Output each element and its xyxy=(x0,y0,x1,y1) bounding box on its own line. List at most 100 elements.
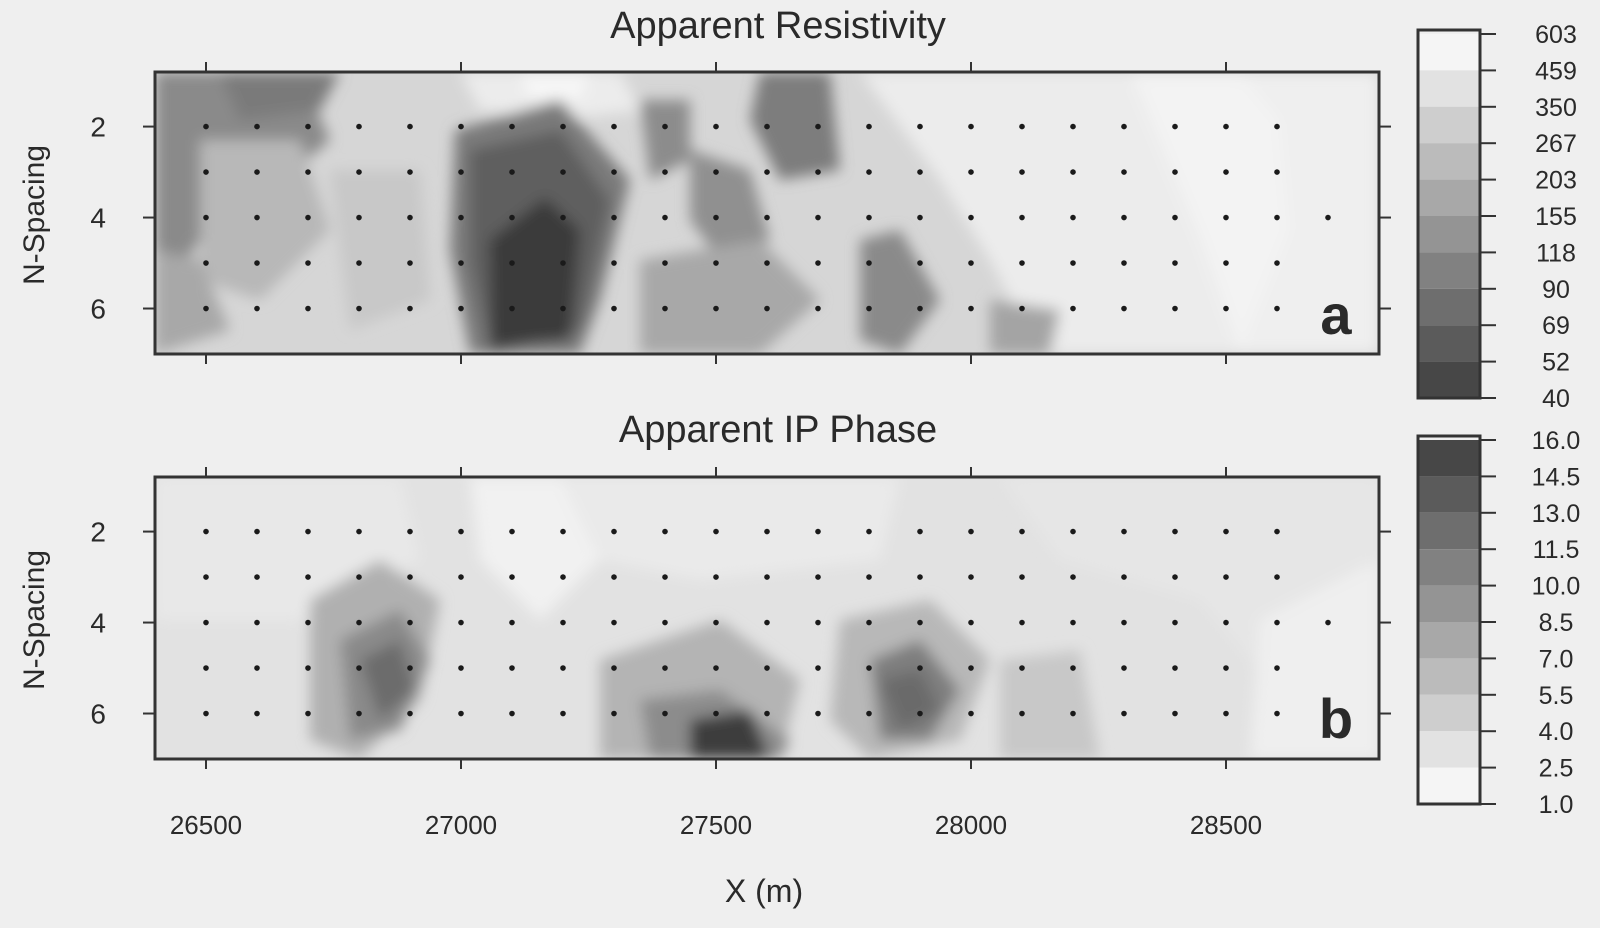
data-point xyxy=(611,665,617,671)
y-tick-label: 2 xyxy=(90,517,106,548)
data-point xyxy=(407,169,413,175)
data-point xyxy=(356,305,362,312)
data-point xyxy=(305,665,311,671)
data-point xyxy=(458,305,464,312)
data-point xyxy=(356,260,362,266)
data-point xyxy=(866,214,872,221)
data-point xyxy=(662,169,668,175)
data-point xyxy=(458,710,464,717)
data-point xyxy=(203,619,209,626)
data-point xyxy=(407,665,413,671)
data-point xyxy=(1070,619,1076,626)
data-point xyxy=(1223,665,1229,671)
data-point xyxy=(917,710,923,717)
colorbar-label: 69 xyxy=(1542,312,1570,340)
data-point xyxy=(1070,665,1076,671)
data-point xyxy=(1274,305,1280,312)
data-point xyxy=(611,305,617,312)
data-point xyxy=(1172,710,1178,717)
data-point xyxy=(1274,123,1280,130)
x-tick-labels: 26500 27000 27500 28000 28500 xyxy=(170,810,1262,840)
data-point xyxy=(1172,574,1178,580)
colorbar-frame xyxy=(1416,28,1482,400)
data-point xyxy=(356,169,362,175)
colorbar-frame xyxy=(1416,434,1482,806)
panel-b-contour-field xyxy=(155,477,1379,759)
data-point xyxy=(662,665,668,671)
data-point xyxy=(407,574,413,580)
colorbar-band xyxy=(1418,549,1480,586)
data-point xyxy=(509,574,515,580)
panel-b-y-tick-labels: 2 4 6 xyxy=(90,517,106,730)
data-point xyxy=(611,710,617,717)
colorbar-label: 40 xyxy=(1542,385,1570,413)
colorbar-label: 7.0 xyxy=(1539,645,1574,673)
data-point xyxy=(815,665,821,671)
data-point xyxy=(305,710,311,717)
colorbar-label: 13.0 xyxy=(1532,500,1581,528)
data-point xyxy=(509,710,515,717)
data-point xyxy=(1121,214,1127,221)
data-point xyxy=(1172,169,1178,175)
data-point xyxy=(254,169,260,175)
data-point xyxy=(866,619,872,626)
data-point xyxy=(917,574,923,580)
data-point xyxy=(356,214,362,221)
data-point xyxy=(1274,260,1280,266)
data-point xyxy=(968,528,974,535)
data-point xyxy=(1121,169,1127,175)
data-point xyxy=(1274,619,1280,626)
data-point xyxy=(1172,528,1178,535)
colorbar-label: 90 xyxy=(1542,276,1570,304)
colorbar-label: 8.5 xyxy=(1539,609,1574,637)
data-point xyxy=(764,619,770,626)
data-point xyxy=(662,305,668,312)
data-point xyxy=(356,574,362,580)
data-point xyxy=(356,665,362,671)
colorbar-ip-phase: 16.0 14.5 13.0 11.5 10.0 8.5 7.0 5.5 4.0 2.5 1.0 xyxy=(1416,427,1581,819)
colorbar-band xyxy=(1418,106,1480,144)
data-point xyxy=(458,169,464,175)
x-tick-label: 28000 xyxy=(935,810,1007,840)
colorbar-label: 1.0 xyxy=(1539,791,1574,819)
data-point xyxy=(917,528,923,535)
data-point xyxy=(1172,665,1178,671)
panel-a-contour-field xyxy=(155,72,1379,354)
data-point xyxy=(866,260,872,266)
data-point xyxy=(1274,710,1280,717)
data-point xyxy=(560,214,566,221)
data-point xyxy=(713,260,719,266)
data-point xyxy=(509,528,515,535)
colorbar-label: 2.5 xyxy=(1539,755,1574,783)
data-point xyxy=(407,528,413,535)
colorbar-label: 459 xyxy=(1535,57,1577,85)
data-point xyxy=(458,574,464,580)
panel-a-y-tick-labels: 2 4 6 xyxy=(90,112,106,325)
colorbar-label: 267 xyxy=(1535,130,1577,158)
colorbar-band xyxy=(1418,288,1480,326)
data-point xyxy=(203,574,209,580)
colorbar-label: 350 xyxy=(1535,94,1577,122)
data-point xyxy=(1223,528,1229,535)
data-point xyxy=(1274,169,1280,175)
data-point xyxy=(356,619,362,626)
x-tick-label: 27000 xyxy=(425,810,497,840)
data-point xyxy=(815,619,821,626)
data-point xyxy=(1172,123,1178,130)
data-point xyxy=(764,528,770,535)
colorbar-band xyxy=(1418,325,1480,362)
data-point xyxy=(764,260,770,266)
x-tick-label: 27500 xyxy=(680,810,752,840)
data-point xyxy=(866,574,872,580)
data-point xyxy=(1019,214,1025,221)
data-point xyxy=(1070,528,1076,535)
data-point xyxy=(866,169,872,175)
data-point xyxy=(1019,574,1025,580)
data-point xyxy=(713,665,719,671)
data-point xyxy=(305,305,311,312)
data-point xyxy=(254,665,260,671)
panel-b-ticks xyxy=(143,467,1391,769)
data-point xyxy=(917,260,923,266)
data-point xyxy=(509,260,515,266)
